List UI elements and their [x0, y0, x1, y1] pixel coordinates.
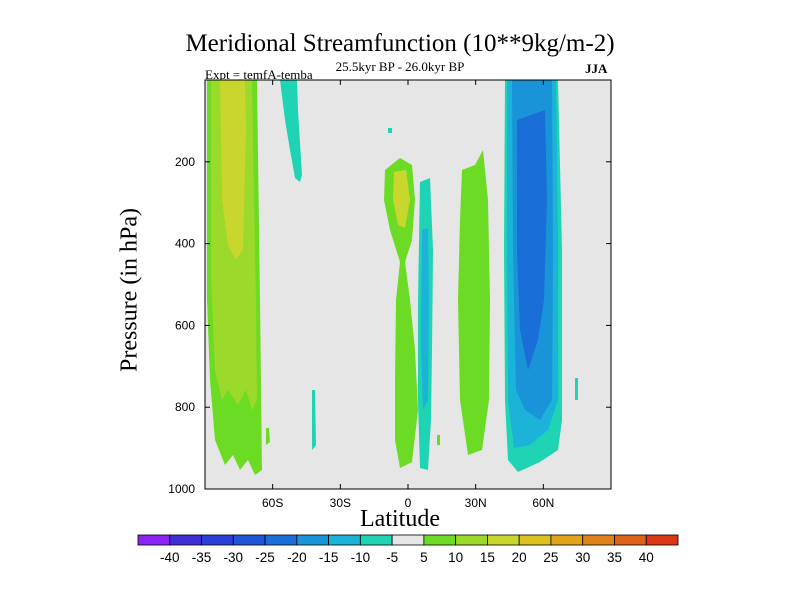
colorbar-label: 5 [420, 550, 428, 565]
x-axis-ticks: 60S 30S 0 30N 60N [262, 80, 554, 510]
colorbar-label: 40 [639, 550, 654, 565]
y-axis-ticks: 200 400 600 800 1000 [168, 155, 611, 496]
contour-equatorial-negative-core [421, 228, 429, 410]
colorbar-swatch [391, 534, 425, 546]
contour-eq-small-positive [437, 435, 440, 445]
colorbar-label: -30 [224, 550, 244, 565]
contour-eq-small-negative [388, 128, 392, 133]
contour-fills [207, 80, 578, 475]
contour-equatorial-positive [384, 158, 418, 468]
colorbar-swatch [423, 534, 457, 546]
x-axis-label: Latitude [360, 506, 440, 532]
colorbar-swatch [614, 534, 647, 546]
colorbar-label: 30 [575, 550, 590, 565]
colorbar-label: 20 [512, 550, 527, 565]
colorbar-swatch [359, 534, 393, 546]
contour-nh-midlat-peak [517, 110, 547, 370]
colorbar-swatch [328, 534, 361, 546]
contour-sh-small-negative [312, 390, 316, 450]
colorbar-swatch [232, 534, 266, 546]
contour-nh-subtropic-positive [458, 150, 490, 455]
colorbar-label: -25 [255, 550, 275, 565]
y-tick-label: 800 [175, 400, 195, 414]
colorbar: -40 -35 -30 -25 -20 -15 -10 -5 5 10 15 20 25 30 35 40 [137, 534, 679, 565]
chart-subtitle: 25.5kyr BP - 26.0kyr BP [335, 59, 465, 74]
contour-sh-polar-peak [220, 80, 246, 260]
colorbar-label: 35 [607, 550, 622, 565]
colorbar-swatch [518, 534, 552, 546]
colorbar-swatch [550, 534, 584, 546]
colorbar-swatch [582, 534, 615, 546]
x-tick-label: 30S [330, 496, 351, 510]
contour-sh-small-positive [266, 428, 270, 445]
chart-title: Meridional Streamfunction (10**9kg/m-2) [185, 30, 615, 57]
x-tick-label: 60S [262, 496, 283, 510]
x-tick-label: 30N [465, 496, 487, 510]
x-tick-label: 0 [405, 496, 412, 510]
colorbar-label: -35 [192, 550, 212, 565]
colorbar-label: -5 [386, 550, 398, 565]
colorbar-label: 10 [448, 550, 463, 565]
colorbar-swatch [264, 534, 298, 546]
colorbar-swatch [169, 534, 202, 546]
colorbar-label: -20 [287, 550, 307, 565]
colorbar-swatch [296, 534, 329, 546]
y-tick-label: 400 [175, 237, 195, 251]
colorbar-swatch [645, 534, 679, 546]
experiment-label: Expt = temfA-temba [205, 67, 313, 82]
contour-sh-midlat-negative [280, 80, 302, 182]
y-tick-label: 1000 [168, 482, 195, 496]
colorbar-label: -15 [319, 550, 339, 565]
x-tick-label: 60N [532, 496, 554, 510]
colorbar-swatch [137, 534, 171, 546]
season-label: JJA [585, 61, 608, 76]
colorbar-label: -10 [351, 550, 371, 565]
y-tick-label: 200 [175, 155, 195, 169]
y-tick-label: 600 [175, 318, 195, 332]
colorbar-swatch [487, 534, 520, 546]
colorbar-swatch [455, 534, 488, 546]
contour-equatorial-core [393, 170, 410, 228]
colorbar-label: 15 [480, 550, 495, 565]
colorbar-label: -40 [160, 550, 180, 565]
colorbar-swatch [201, 534, 234, 546]
contour-nh-small-negative [575, 378, 578, 400]
colorbar-label: 25 [543, 550, 558, 565]
